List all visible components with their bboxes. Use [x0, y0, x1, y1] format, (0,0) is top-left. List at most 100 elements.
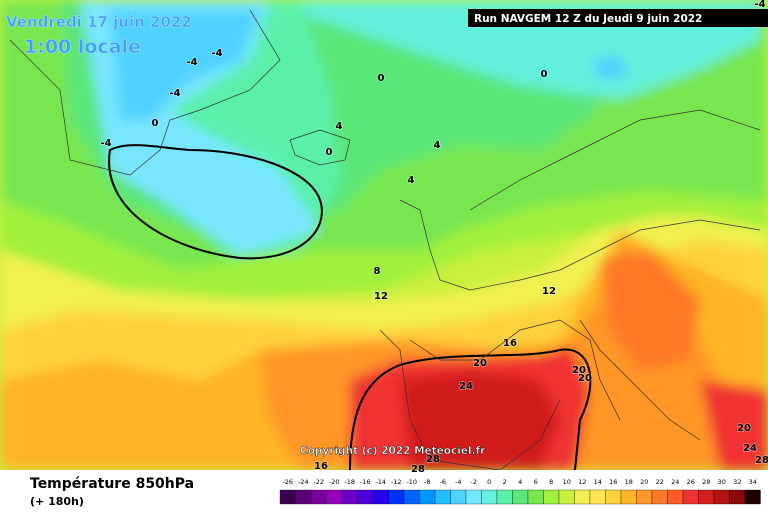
colorbar-swatch: [496, 489, 513, 505]
colorbar-tick-label: -14: [375, 478, 386, 486]
colorbar-tick-label: -2: [471, 478, 477, 486]
colorbar-tick-label: 20: [640, 478, 648, 486]
colorbar: -26 -24 -22 -20 -18 -16 -14 -12 -10 -8 -6 -4 -2 0 2 4 6 8…: [279, 478, 761, 505]
colorbar-swatch: [527, 489, 544, 505]
temperature-field: [0, 0, 768, 470]
time-label: 1:00 locale: [24, 36, 141, 58]
colorbar-swatch: [419, 489, 436, 505]
colorbar-swatch: [434, 489, 451, 505]
contour-label: 0: [152, 118, 159, 129]
colorbar-tick-label: 32: [733, 478, 741, 486]
contour-label: 8: [374, 266, 381, 277]
contour-label: 16: [503, 338, 517, 349]
colorbar-tick-label: -26: [282, 478, 293, 486]
colorbar-tick-label: 34: [749, 478, 757, 486]
colorbar-swatch: [310, 489, 327, 505]
colorbar-tick-label: 18: [625, 478, 633, 486]
colorbar-swatch: [651, 489, 668, 505]
colorbar-tick-label: -20: [329, 478, 340, 486]
contour-label: 4: [434, 140, 441, 151]
colorbar-swatch: [341, 489, 358, 505]
colorbar-swatch: [481, 489, 498, 505]
copyright: Copyright (c) 2022 Meteociel.fr: [300, 445, 486, 457]
contour-label: 28: [426, 454, 440, 465]
contour-label: 24: [743, 443, 757, 454]
colorbar-tick-label: -18: [344, 478, 355, 486]
footer-subtitle: (+ 180h): [30, 495, 84, 508]
colorbar-swatch: [589, 489, 606, 505]
contour-label: 0: [541, 69, 548, 80]
colorbar-swatch: [605, 489, 622, 505]
contour-label: 20: [737, 423, 751, 434]
colorbar-tick-label: -16: [360, 478, 371, 486]
colorbar-swatch: [403, 489, 420, 505]
contour-lines: [108, 144, 592, 470]
contour-label: 12: [542, 286, 556, 297]
colorbar-swatch: [388, 489, 405, 505]
colorbar-tick-label: 8: [549, 478, 553, 486]
colorbar-swatch: [574, 489, 591, 505]
contour-label: -4: [186, 57, 197, 68]
colorbar-tick-label: 6: [534, 478, 538, 486]
colorbar-tick-label: 28: [702, 478, 710, 486]
colorbar-tick-label: 16: [609, 478, 617, 486]
contour-label: 20: [572, 365, 586, 376]
colorbar-tick-label: 12: [578, 478, 586, 486]
colorbar-swatch: [744, 489, 761, 505]
contour-label: 28: [755, 455, 768, 466]
colorbar-tick-label: -6: [440, 478, 446, 486]
colorbar-tick-label: 30: [718, 478, 726, 486]
colorbar-swatch: [512, 489, 529, 505]
colorbar-swatch: [465, 489, 482, 505]
colorbar-tick-label: -22: [313, 478, 324, 486]
colorbar-swatch: [729, 489, 746, 505]
contour-label: 20: [473, 358, 487, 369]
date-label: Vendredi 17 juin 2022: [6, 13, 192, 31]
colorbar-tick-label: 2: [503, 478, 507, 486]
colorbar-tick-label: -10: [406, 478, 417, 486]
colorbar-swatch: [620, 489, 637, 505]
colorbar-swatch: [372, 489, 389, 505]
colorbar-tick-label: 0: [487, 478, 491, 486]
contour-label: 4: [408, 175, 415, 186]
colorbar-tick-label: 26: [687, 478, 695, 486]
colorbar-swatch: [667, 489, 684, 505]
colorbar-swatch: [543, 489, 560, 505]
colorbar-tick-label: -4: [455, 478, 461, 486]
coastlines: [9, 9, 761, 470]
contour-label: 16: [314, 461, 328, 472]
run-label: Run NAVGEM 12 Z du Jeudi 9 juin 2022: [474, 13, 702, 25]
contour-label: 12: [374, 291, 388, 302]
contour-label: 20: [578, 373, 592, 384]
colorbar-tick-label: 22: [656, 478, 664, 486]
run-box: [468, 9, 768, 27]
colorbar-tick-label: -24: [298, 478, 309, 486]
contour-label: 4: [336, 121, 343, 132]
colorbar-tick-label: -12: [391, 478, 402, 486]
contour-label: 0: [378, 73, 385, 84]
colorbar-swatch: [558, 489, 575, 505]
contour-label: 24: [459, 381, 473, 392]
colorbar-tick-label: 4: [518, 478, 522, 486]
contour-label: 28: [411, 464, 425, 475]
colorbar-tick-label: 24: [671, 478, 679, 486]
colorbar-swatch: [450, 489, 467, 505]
colorbar-tick-label: -8: [424, 478, 430, 486]
colorbar-swatch: [682, 489, 699, 505]
contour-label: -4: [169, 88, 180, 99]
colorbar-swatch: [326, 489, 343, 505]
contour-label: -4: [100, 138, 111, 149]
colorbar-swatch: [279, 489, 296, 505]
colorbar-swatch: [636, 489, 653, 505]
contour-label: -4: [754, 0, 765, 10]
colorbar-swatch: [295, 489, 312, 505]
colorbar-swatch: [698, 489, 715, 505]
contour-label: -4: [211, 48, 222, 59]
colorbar-tick-label: 14: [594, 478, 602, 486]
footer-title: Température 850hPa: [30, 476, 194, 492]
colorbar-tick-label: 10: [563, 478, 571, 486]
colorbar-swatch: [713, 489, 730, 505]
